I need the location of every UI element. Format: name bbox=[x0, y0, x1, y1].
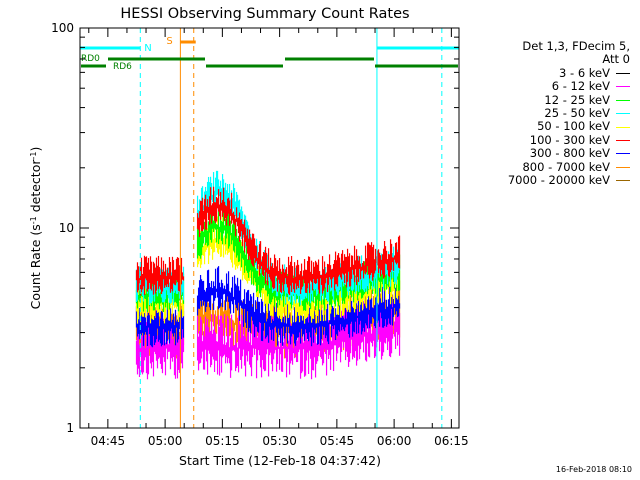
y-axis-label-mid: detector bbox=[28, 159, 43, 217]
legend-entry: 800 - 7000 keV bbox=[460, 159, 630, 174]
legend-entry: 300 - 800 keV bbox=[460, 146, 630, 161]
x-axis: 04:45 05:00 05:15 05:30 05:45 06:00 06:15 bbox=[88, 28, 469, 448]
legend-swatch bbox=[616, 73, 630, 75]
flag-label-rd0: RD0 bbox=[81, 54, 100, 64]
y-axis-label-end: ) bbox=[28, 147, 43, 152]
legend-entries: 3 - 6 keV 6 - 12 keV 12 - 25 keV 25 - 50 ke… bbox=[460, 65, 630, 188]
legend-header-line2: Att 0 bbox=[602, 52, 630, 67]
legend-swatch bbox=[616, 180, 630, 182]
flag-label-n: N bbox=[144, 43, 151, 54]
legend-swatch bbox=[616, 86, 630, 88]
legend-entry: 100 - 300 keV bbox=[460, 132, 630, 147]
annotation-layer: N S RD0 RD6 bbox=[79, 28, 459, 428]
legend-label: 12 - 25 keV bbox=[544, 92, 610, 107]
x-tick-label: 05:45 bbox=[320, 434, 355, 448]
y-axis-label-exp2: -1 bbox=[29, 152, 38, 160]
legend-label: 100 - 300 keV bbox=[529, 132, 610, 147]
y-axis-label: Count Rate (s-1 detector-1) bbox=[28, 147, 43, 310]
x-tick-label: 06:00 bbox=[377, 434, 412, 448]
legend-entry: 3 - 6 keV bbox=[460, 65, 630, 80]
x-tick-label: 05:00 bbox=[148, 434, 183, 448]
legend-label: 50 - 100 keV bbox=[537, 119, 610, 134]
x-tick-label: 06:15 bbox=[434, 434, 469, 448]
legend-entry: 25 - 50 keV bbox=[460, 106, 630, 121]
legend-label: 25 - 50 keV bbox=[544, 106, 610, 121]
y-axis-label-exp1: -1 bbox=[29, 216, 38, 224]
legend-header-line1: Det 1,3, FDecim 5, bbox=[522, 39, 630, 53]
trace-ff0000 bbox=[135, 255, 185, 296]
legend-swatch bbox=[616, 126, 630, 128]
series-traces bbox=[135, 170, 401, 380]
y-tick-label: 1 bbox=[66, 421, 74, 435]
legend-label: 6 - 12 keV bbox=[551, 79, 610, 94]
legend-entry: 7000 - 20000 keV bbox=[460, 173, 630, 188]
legend-label: 3 - 6 keV bbox=[559, 65, 610, 80]
legend-swatch bbox=[616, 153, 630, 155]
y-tick-label: 10 bbox=[59, 221, 74, 235]
chart-title: HESSI Observing Summary Count Rates bbox=[120, 6, 409, 22]
datestamp: 16-Feb-2018 08:10 bbox=[555, 465, 632, 474]
x-tick-label: 05:15 bbox=[205, 434, 240, 448]
plot-frame bbox=[79, 27, 460, 429]
legend-label: 300 - 800 keV bbox=[529, 146, 610, 161]
legend-swatch bbox=[616, 166, 630, 168]
legend-swatch bbox=[616, 99, 630, 101]
legend-swatch bbox=[616, 113, 630, 115]
legend-entry: 50 - 100 keV bbox=[460, 120, 630, 133]
legend: Det 1,3, FDecim 5, Att 0 3 - 6 keV 6 - 12… bbox=[460, 39, 630, 188]
y-axis: 1 10 100 bbox=[51, 21, 459, 435]
flag-label-rd6: RD6 bbox=[113, 62, 132, 72]
legend-swatch bbox=[616, 140, 630, 142]
y-tick-label: 100 bbox=[51, 21, 74, 35]
x-axis-label: Start Time (12-Feb-18 04:37:42) bbox=[179, 453, 381, 468]
legend-entry: 6 - 12 keV bbox=[460, 79, 630, 94]
legend-label: 7000 - 20000 keV bbox=[507, 173, 610, 188]
x-tick-label: 04:45 bbox=[91, 434, 126, 448]
flag-label-s: S bbox=[166, 36, 172, 47]
trace-ff0000 bbox=[196, 186, 401, 295]
x-tick-label: 05:30 bbox=[262, 434, 297, 448]
y-axis-label-main: Count Rate (s bbox=[28, 224, 43, 309]
legend-entry: 12 - 25 keV bbox=[460, 92, 630, 107]
legend-label: 800 - 7000 keV bbox=[522, 159, 610, 174]
